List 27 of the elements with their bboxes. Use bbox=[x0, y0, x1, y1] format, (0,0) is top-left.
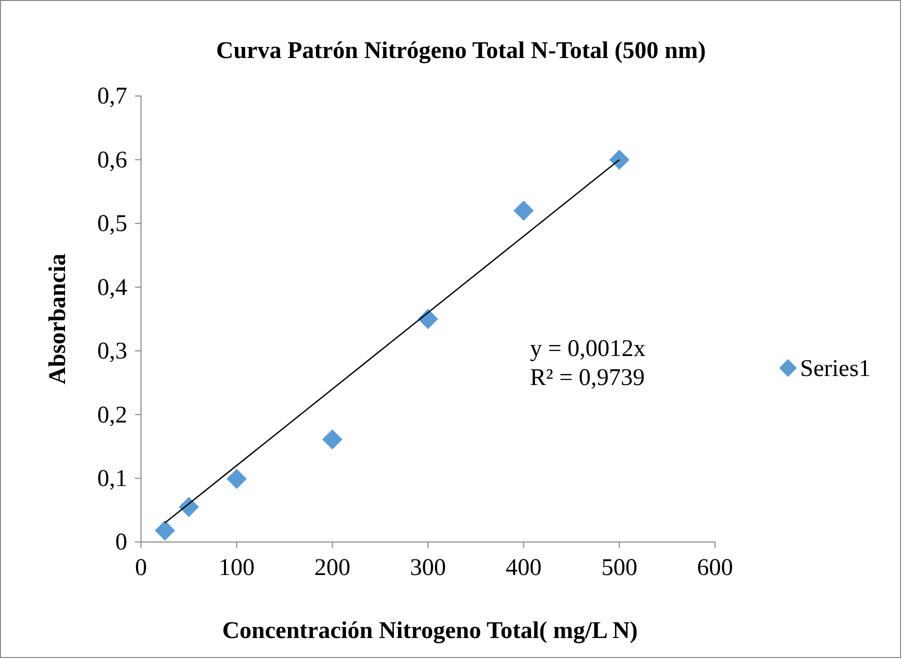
point bbox=[154, 520, 176, 541]
y-axis-title: Absorbancia bbox=[45, 254, 71, 384]
annotation: y = 0,0012x bbox=[530, 336, 646, 362]
y-tick-label: 0 bbox=[115, 530, 128, 556]
x-tick-label: 300 bbox=[410, 555, 446, 581]
y-tick-label: 0,5 bbox=[97, 211, 128, 238]
point bbox=[418, 308, 438, 330]
x-tick-label: 400 bbox=[506, 555, 542, 581]
point bbox=[609, 150, 630, 170]
x-tick-label: 200 bbox=[314, 555, 350, 581]
point bbox=[322, 429, 342, 450]
x-tick-label: 100 bbox=[218, 555, 255, 581]
x-tick-label: 0 bbox=[135, 555, 147, 581]
y-tick-label: 0,3 bbox=[97, 338, 128, 365]
legend-label: Series1 bbox=[800, 356, 871, 382]
point bbox=[514, 200, 534, 221]
y-tick-label: 0,6 bbox=[97, 147, 128, 174]
x-axis-title: Concentración Nitrogeno Total( mg/L N) bbox=[222, 618, 638, 644]
y-tick-label: 0,4 bbox=[97, 274, 128, 301]
y-tick-label: 0,2 bbox=[97, 402, 128, 428]
x-tick-label: 600 bbox=[697, 555, 733, 581]
x-tick-label: 500 bbox=[601, 555, 638, 581]
chart-title: Curva Patrón Nitrógeno Total N-Total (500 nm) bbox=[216, 38, 706, 64]
y-tick-label: 0,1 bbox=[97, 466, 128, 492]
y-tick-label: 0,7 bbox=[97, 84, 128, 110]
annotation: R² = 0,9739 bbox=[530, 365, 645, 391]
point bbox=[226, 468, 247, 490]
